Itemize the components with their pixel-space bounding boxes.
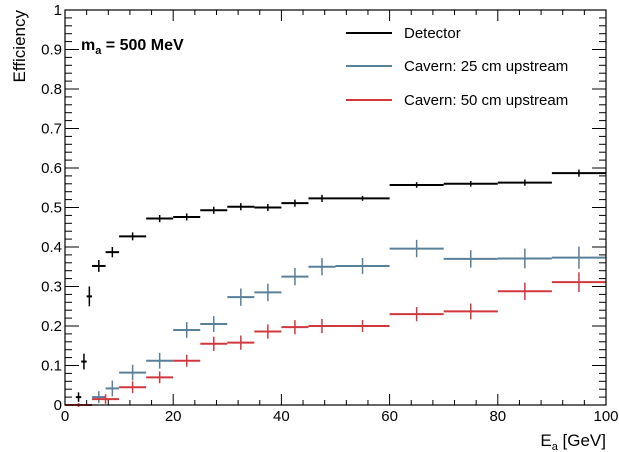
data-point (254, 324, 282, 339)
x-tick-label: 60 (381, 408, 398, 425)
data-point (281, 267, 309, 286)
data-point (335, 258, 390, 274)
y-tick-label: 1 (54, 2, 62, 19)
x-tick-label: 100 (593, 408, 618, 425)
x-tick-label: 80 (489, 408, 506, 425)
data-point (551, 169, 606, 177)
data-point (200, 206, 228, 214)
y-tick-label: 0.8 (41, 81, 62, 98)
data-point (200, 316, 228, 332)
data-point (105, 247, 120, 258)
series-0 (70, 169, 606, 406)
y-tick-label: 0.6 (41, 160, 62, 177)
data-point (227, 288, 255, 306)
data-point (308, 194, 336, 202)
data-point (92, 394, 120, 404)
x-axis-title-unit: [GeV] (558, 431, 606, 450)
y-tick-label: 0.5 (41, 200, 62, 217)
mass-annotation-sub: a (95, 45, 102, 57)
data-point (146, 215, 174, 223)
y-tick-label: 0.4 (41, 239, 62, 256)
series-2 (65, 272, 606, 407)
data-point (119, 232, 147, 241)
axes-layer (64, 9, 607, 406)
y-tick-label: 0.9 (41, 42, 62, 59)
data-point (254, 203, 282, 212)
data-point (227, 203, 255, 211)
data-point (443, 181, 498, 187)
mass-annotation-prefix: m (81, 37, 95, 54)
data-point (227, 335, 255, 350)
data-point (81, 353, 87, 370)
data-point (173, 213, 201, 221)
x-axis-title: Ea [GeV] (540, 431, 606, 452)
data-point (443, 303, 498, 320)
x-axis-title-sub: a (552, 441, 559, 452)
data-point (173, 354, 201, 367)
legend-label-cavern-50: Cavern: 50 cm upstream (404, 92, 568, 109)
data-point (443, 250, 498, 268)
data-point (335, 320, 390, 332)
tick-label-layer: 0 20 40 60 80 100 0 0.1 0.2 0.3 0.4 0.5 0.6 0.7 0.8 0.9… (41, 2, 618, 425)
data-point (551, 272, 606, 293)
data-point (308, 318, 336, 334)
data-point (200, 336, 228, 351)
y-tick-label: 0.2 (41, 318, 62, 335)
mass-annotation: ma = 500 MeV (81, 37, 184, 57)
data-point (281, 320, 309, 335)
series-1 (65, 239, 606, 407)
data-point (389, 182, 444, 188)
data-point (92, 260, 106, 272)
x-tick-label: 20 (165, 408, 182, 425)
data-point (254, 283, 282, 302)
data-point (551, 246, 606, 269)
legend-label-cavern-25: Cavern: 25 cm upstream (404, 58, 568, 75)
data-point (497, 179, 552, 186)
data-point (146, 352, 174, 369)
legend: Detector Cavern: 25 cm upstream Cavern: … (346, 25, 568, 109)
data-point (308, 258, 336, 276)
data-point (86, 286, 93, 307)
y-axis-title: Efficiency (10, 10, 29, 83)
data-point (281, 199, 309, 207)
mass-annotation-suffix: = 500 MeV (101, 37, 184, 54)
y-tick-label: 0 (54, 397, 62, 414)
x-axis-title-main: E (540, 431, 551, 450)
data-point (92, 391, 106, 404)
x-tick-label: 0 (61, 408, 69, 425)
y-tick-label: 0.7 (41, 121, 62, 138)
data-point (119, 381, 147, 394)
data-point (389, 239, 444, 258)
data-point (497, 282, 552, 300)
data-point (75, 392, 82, 402)
y-tick-label: 0.3 (41, 279, 62, 296)
legend-label-detector: Detector (404, 25, 461, 42)
data-point (105, 380, 120, 397)
data-point (119, 364, 147, 381)
data-point (335, 196, 390, 201)
data-point (173, 322, 201, 338)
data-point (389, 307, 444, 322)
data-point (146, 371, 174, 384)
data-layer (65, 169, 606, 407)
y-tick-label: 0.1 (41, 358, 62, 375)
data-point (497, 248, 552, 269)
x-tick-label: 40 (273, 408, 290, 425)
